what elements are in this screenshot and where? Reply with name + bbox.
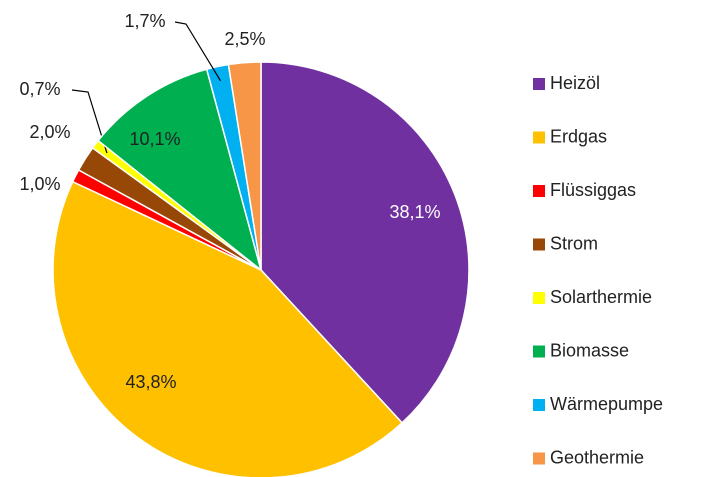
data-label: 10,1% (129, 129, 180, 149)
legend-swatch (533, 78, 545, 90)
legend-swatch (533, 452, 545, 465)
data-label: 0,7% (19, 79, 60, 99)
data-label: 2,0% (29, 122, 70, 142)
legend-label: Strom (550, 233, 598, 253)
legend-swatch (533, 292, 545, 304)
legend-swatch (533, 345, 545, 358)
legend-label: Wärmepumpe (550, 394, 663, 414)
pie-slice (260, 61, 470, 424)
pie-slice (52, 180, 404, 477)
data-label: 1,0% (19, 174, 60, 194)
legend-label: Biomasse (550, 340, 629, 360)
pie-slice (97, 68, 263, 273)
legend-swatch (533, 238, 545, 251)
data-label: 1,7% (124, 11, 165, 31)
legend-swatch (533, 131, 545, 144)
legend-label: Erdgas (550, 126, 607, 146)
legend-label: Solarthermie (550, 287, 652, 307)
data-label: 38,1% (389, 202, 440, 222)
data-label: 43,8% (125, 372, 176, 392)
legend-swatch (533, 185, 545, 197)
leader-line (174, 21, 222, 82)
leader-line (71, 89, 108, 154)
legend-label: Flüssiggas (550, 180, 636, 200)
legend-label: Heizöl (550, 73, 600, 93)
legend-swatch (533, 399, 545, 411)
data-label: 2,5% (224, 29, 265, 49)
legend-label: Geothermie (550, 447, 644, 467)
pie-slice (227, 61, 262, 271)
